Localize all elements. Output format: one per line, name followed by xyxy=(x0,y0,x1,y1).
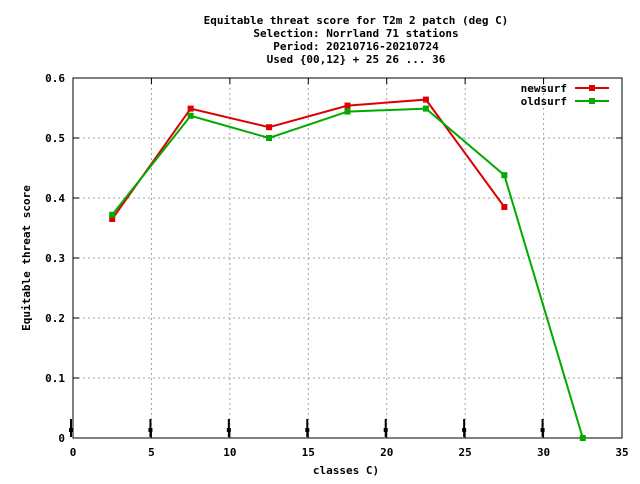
legend-marker-newsurf xyxy=(589,85,595,91)
sample-marker-point xyxy=(383,428,388,432)
y-tick-label: 0.3 xyxy=(45,252,65,265)
chart-title: Equitable threat score for T2m 2 patch (… xyxy=(204,14,509,66)
data-point-newsurf xyxy=(501,204,508,210)
sample-markers xyxy=(69,419,545,437)
legend-marker-oldsurf xyxy=(589,98,595,104)
series-line-oldsurf xyxy=(111,107,584,439)
x-tick-label: 20 xyxy=(380,446,393,459)
sample-marker-point xyxy=(226,428,231,432)
data-point-newsurf xyxy=(344,102,351,109)
data-point-oldsurf xyxy=(422,105,429,112)
x-tick-label: 25 xyxy=(459,446,472,459)
sample-marker-point xyxy=(69,428,73,432)
data-point-newsurf xyxy=(187,105,194,112)
data-point-newsurf xyxy=(109,216,116,222)
x-tick-label: 35 xyxy=(615,446,628,459)
series-line-newsurf xyxy=(111,98,506,220)
x-tick-label: 30 xyxy=(537,446,550,459)
title-line: Period: 20210716-20210724 xyxy=(273,40,439,53)
legend-label-newsurf: newsurf xyxy=(521,82,567,95)
data-point-oldsurf xyxy=(579,435,586,441)
data-point-oldsurf xyxy=(344,108,351,115)
title-line: Selection: Norrland 71 stations xyxy=(253,27,458,40)
y-tick-label: 0.2 xyxy=(45,312,65,325)
x-tick-label: 0 xyxy=(70,446,77,459)
data-point-oldsurf xyxy=(187,112,194,119)
sample-marker-point xyxy=(540,428,545,432)
y-axis-label: Equitable threat score xyxy=(20,185,33,331)
y-tick-label: 0.4 xyxy=(45,192,65,205)
axis-ticks: 0 5 10 15 20 25 30 35 0 0.1 0.2 0.3 0.4 0.5 0.6 xyxy=(45,72,629,459)
data-point-oldsurf xyxy=(109,211,116,218)
legend-label-oldsurf: oldsurf xyxy=(521,95,567,108)
sample-marker-point xyxy=(305,428,310,432)
title-line: Used {00,12} + 25 26 ... 36 xyxy=(267,53,446,66)
series-lines xyxy=(109,96,586,441)
x-axis-label: classes C) xyxy=(313,464,379,477)
sample-marker-point xyxy=(148,428,153,432)
y-tick-label: 0.1 xyxy=(45,372,65,385)
x-tick-label: 5 xyxy=(148,446,155,459)
data-point-newsurf xyxy=(422,96,429,103)
y-tick-label: 0 xyxy=(58,432,65,445)
sample-marker-point xyxy=(462,428,467,432)
data-point-oldsurf xyxy=(501,172,508,179)
y-tick-label: 0.6 xyxy=(45,72,65,85)
x-tick-label: 15 xyxy=(302,446,315,459)
y-tick-label: 0.5 xyxy=(45,132,65,145)
data-point-newsurf xyxy=(266,124,273,131)
data-point-oldsurf xyxy=(266,135,273,141)
grid xyxy=(73,78,622,438)
x-tick-label: 10 xyxy=(223,446,236,459)
title-line: Equitable threat score for T2m 2 patch (… xyxy=(204,14,509,27)
